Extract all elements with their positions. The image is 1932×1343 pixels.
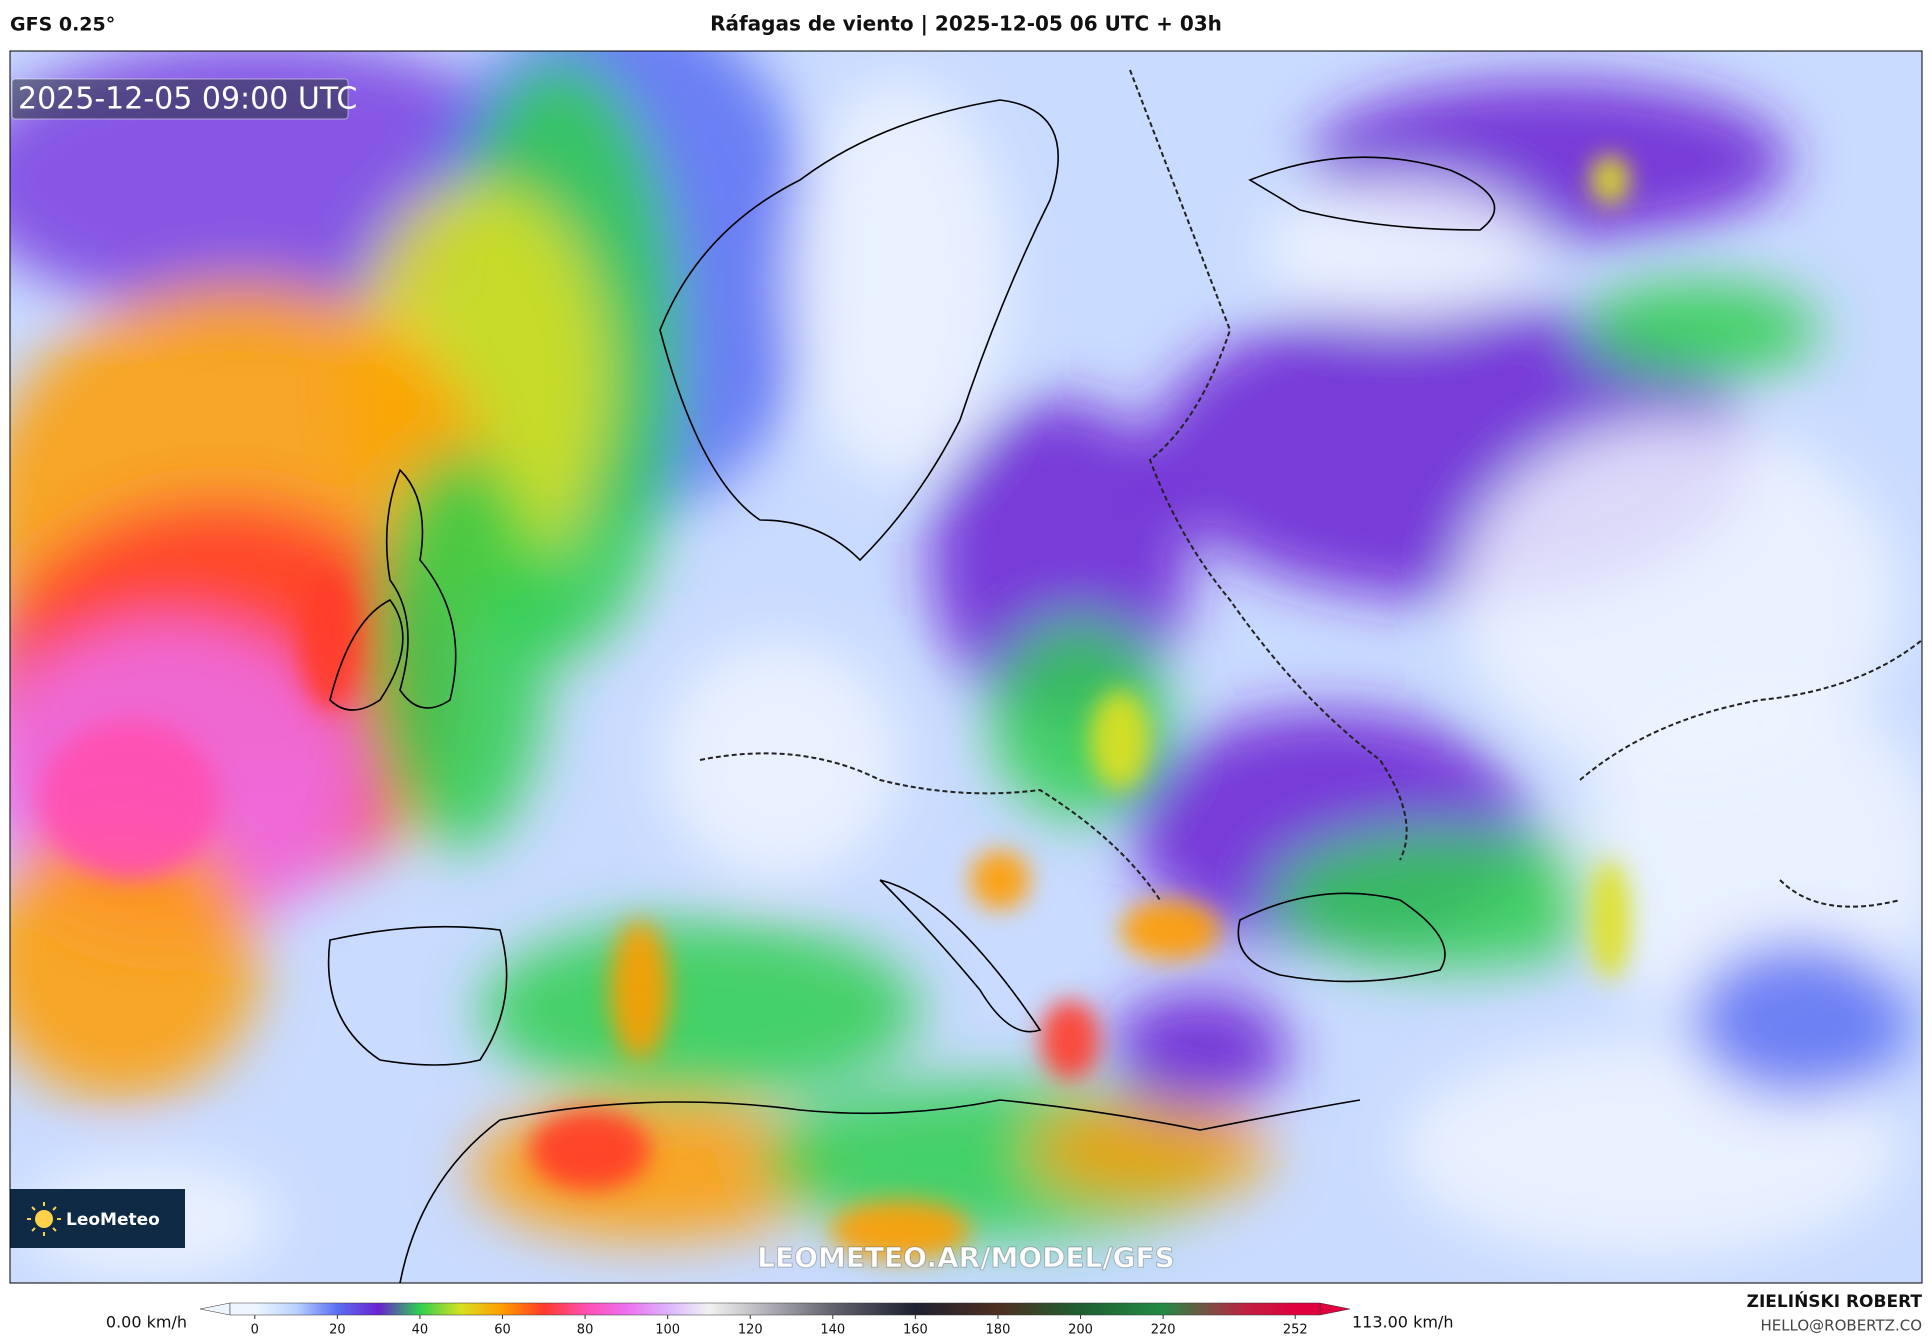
colorbar-bar — [229, 1302, 1321, 1316]
colorbar-low-extend — [199, 1302, 231, 1316]
colorbar-tick-label: 80 — [577, 1323, 594, 1338]
watermark: LEOMETEO.AR/MODEL/GFS — [757, 1241, 1175, 1274]
coastline — [659, 99, 1059, 562]
colorbar-tick-label: 160 — [903, 1323, 928, 1338]
wind-core — [530, 1110, 650, 1190]
wind-core — [1090, 690, 1150, 790]
map-title: Ráfagas de viento | 2025-12-05 06 UTC + … — [710, 12, 1222, 36]
ray — [31, 1227, 36, 1232]
wind-core — [300, 570, 360, 710]
coastline — [1248, 156, 1496, 231]
colorbar: 0.00 km/h 113.00 km/h 0 20 40 60 80 100 120 140… — [106, 1302, 1453, 1338]
email: HELLO@ROBERTZ.CO — [1760, 1317, 1922, 1335]
wind-region — [790, 80, 1010, 480]
border — [1579, 639, 1922, 781]
colorbar-tick-label: 140 — [820, 1323, 845, 1338]
colorbar-max-label: 113.00 km/h — [1352, 1313, 1453, 1332]
logo-rays — [27, 1202, 61, 1236]
wind-region — [480, 920, 920, 1100]
wind-region — [1260, 180, 1540, 320]
wind-region — [660, 640, 900, 880]
wind-field-detail — [40, 155, 1630, 1260]
coastline — [399, 1099, 1361, 1283]
border — [1129, 69, 1408, 861]
colorbar-tick-label: 180 — [986, 1323, 1011, 1338]
coastline — [385, 468, 457, 709]
wind-core — [830, 1200, 970, 1260]
wind-region — [370, 450, 550, 850]
wind-core — [1040, 1000, 1100, 1080]
wind-core — [40, 720, 220, 880]
colorbar-tick-label: 252 — [1283, 1323, 1308, 1338]
colorbar-tick-label: 200 — [1068, 1323, 1093, 1338]
wind-region — [1110, 990, 1290, 1110]
coastline — [1237, 892, 1446, 983]
map: 2025-12-05 09:00 UTC LeoMeteo LEOMETEO.A… — [10, 51, 1922, 1283]
colorbar-tick-label: 20 — [329, 1323, 346, 1338]
coastlines — [327, 99, 1496, 1283]
colorbar-tick-label: 0 — [251, 1323, 259, 1338]
ray — [52, 1206, 57, 1211]
wind-region — [1580, 280, 1820, 380]
wind-core — [1120, 900, 1220, 960]
wind-region — [10, 820, 260, 1100]
coastline — [327, 925, 508, 1066]
logo-text: LeoMeteo — [66, 1210, 160, 1230]
colorbar-min-label: 0.00 km/h — [106, 1313, 187, 1332]
colorbar-high-extend — [1319, 1302, 1351, 1316]
border — [699, 752, 1161, 901]
wind-region — [1030, 1100, 1270, 1200]
wind-region — [1690, 940, 1910, 1100]
model-label: GFS 0.25° — [10, 14, 115, 36]
colorbar-tick-label: 220 — [1151, 1323, 1176, 1338]
valid-time: 2025-12-05 09:00 UTC — [18, 82, 357, 117]
border — [1779, 879, 1901, 908]
colorbar-tick-label: 60 — [494, 1323, 511, 1338]
colorbar-tick-label: 100 — [655, 1323, 680, 1338]
colorbar-tick-label: 40 — [412, 1323, 429, 1338]
time-box — [11, 78, 349, 120]
coastline — [879, 879, 1042, 1033]
wind-core — [1590, 155, 1630, 205]
logo-sun — [35, 1210, 53, 1228]
map-frame — [9, 50, 1923, 1284]
colorbar-tick-label: 120 — [738, 1323, 763, 1338]
borders — [699, 69, 1922, 908]
ray — [52, 1227, 57, 1232]
wind-core — [1590, 860, 1630, 980]
ray — [31, 1206, 36, 1211]
coastline — [329, 598, 404, 711]
author: ZIELIŃSKI ROBERT — [1747, 1290, 1923, 1312]
wind-core — [610, 920, 670, 1060]
wind-region — [1270, 830, 1630, 970]
wind-core — [970, 850, 1030, 910]
